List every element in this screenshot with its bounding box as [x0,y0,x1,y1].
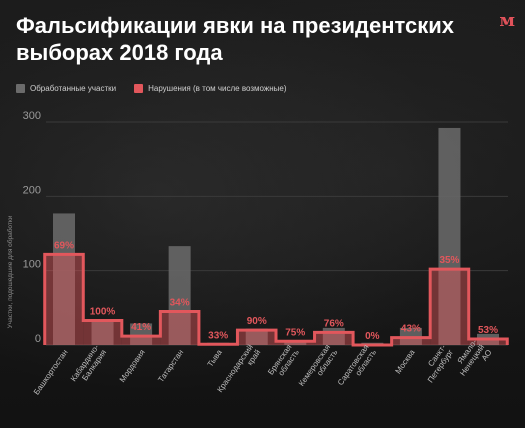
x-tick-label: Краснодарскийкрай [215,343,262,399]
bar-processed [168,246,191,345]
bar-processed [91,320,114,345]
data-label: 100% [90,306,116,317]
violations-step-line [43,252,509,347]
bar-violations [468,339,508,345]
data-label: 90% [247,316,267,327]
y-tick-label: 200 [23,184,41,196]
data-label: 35% [439,255,459,266]
data-label: 33% [208,330,228,341]
data-label: 75% [285,327,305,338]
chart-title: Фальсификации явки на президентских выбо… [16,13,455,65]
data-label: 43% [401,324,421,335]
legend-item-processed: Обработанные участки [16,84,116,93]
y-tick-label: 0 [35,333,41,345]
bar-violations [430,269,469,345]
x-tick-label: Башкортостан [32,348,70,397]
bar-violations [44,254,84,345]
y-tick-label: 100 [23,259,41,271]
bar-processed [53,213,75,345]
bar-violations [276,341,315,345]
data-label: 53% [478,325,498,336]
x-tick-label: Москва [394,348,417,376]
y-tick-label: 300 [23,110,41,122]
x-tick-label: Санкт-Петербург [418,343,455,385]
x-tick-label: Кемеровскаяобласть [297,343,340,393]
x-tick-label: Кабардино-Балкария [69,343,109,389]
legend-label-violations: Нарушения (в том числе возможные) [148,84,287,93]
bar-processed [245,328,268,345]
data-label: 34% [170,298,190,309]
y-axis-label: Участки, подошедшие для обработки [6,215,14,328]
bar-violations [391,337,431,345]
bar-violations [237,330,276,345]
bar-processed [130,323,153,345]
legend-swatch-violations [134,84,144,93]
meduza-logo: м [499,10,515,31]
bar-violations [314,332,354,345]
x-tick-label: Татарстан [156,348,185,384]
bar-violations [121,336,161,345]
legend-item-violations: Нарушения (в том числе возможные) [134,84,287,93]
data-label: 0% [365,331,380,342]
legend-swatch-processed [16,84,25,93]
x-tick-label: Мордовия [118,348,147,384]
data-label: 76% [324,318,344,329]
bar-violations [160,311,199,345]
x-tick-label: Саратовскаяобласть [336,343,378,392]
legend: Обработанные участки Нарушения (в том чи… [16,84,287,93]
x-tick-label: Тыва [206,348,225,369]
bar-processed [438,127,461,346]
data-label: 41% [131,322,151,333]
x-tick-label: Брянскаяобласть [266,343,301,382]
data-label: 69% [54,240,74,251]
legend-label-processed: Обработанные участки [30,84,117,93]
bar-violations [83,320,122,345]
